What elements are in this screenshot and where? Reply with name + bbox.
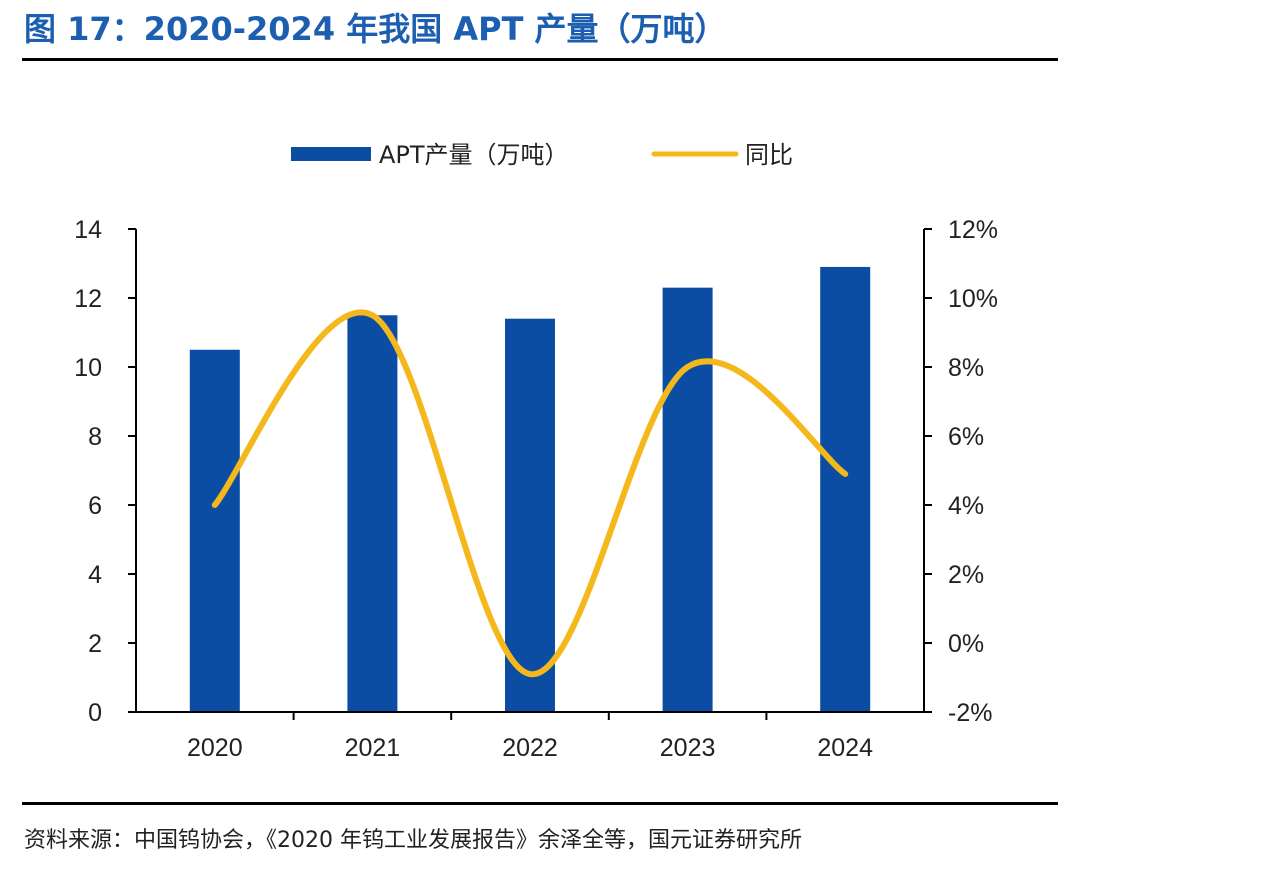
- x-tick-label-2023: 2023: [660, 734, 716, 762]
- x-tick-label-2021: 2021: [345, 734, 401, 762]
- right-tick-label: 2%: [948, 561, 984, 589]
- x-tick-label-2022: 2022: [502, 734, 558, 762]
- left-tick-label: 0: [88, 699, 102, 727]
- right-tick-label: -2%: [948, 699, 992, 727]
- figure-title: 图 17：2020-2024 年我国 APT 产量（万吨）: [24, 10, 727, 48]
- bar-2023: [662, 287, 713, 712]
- right-tick-label: 8%: [948, 354, 984, 382]
- yoy-line: [211, 309, 849, 678]
- left-tick-label: 2: [88, 630, 102, 658]
- left-tick-label: 10: [74, 354, 102, 382]
- right-tick-label: 10%: [948, 285, 998, 313]
- right-tick-label: 0%: [948, 630, 984, 658]
- left-tick-label: 6: [88, 492, 102, 520]
- left-tick-label: 14: [74, 216, 102, 244]
- right-tick-label: 6%: [948, 423, 984, 451]
- title-rule: [22, 58, 1058, 61]
- legend-bar-label: APT产量（万吨）: [379, 141, 569, 169]
- x-tick-label-2024: 2024: [817, 734, 873, 762]
- left-tick-label: 12: [74, 285, 102, 313]
- legend-line-label: 同比: [745, 141, 793, 169]
- bar-2021: [347, 315, 398, 712]
- source-note: 资料来源：中国钨协会，《2020 年钨工业发展报告》余泽全等，国元证券研究所: [24, 828, 802, 853]
- right-tick-label: 4%: [948, 492, 984, 520]
- left-tick-label: 8: [88, 423, 102, 451]
- bar-2024: [820, 266, 871, 712]
- left-tick-label: 4: [88, 561, 102, 589]
- right-tick-label: 12%: [948, 216, 998, 244]
- bar-2020: [189, 349, 240, 712]
- bar-2022: [505, 318, 555, 712]
- legend-bar-swatch: [291, 147, 371, 161]
- source-rule: [22, 802, 1058, 805]
- x-tick-label-2020: 2020: [187, 734, 243, 762]
